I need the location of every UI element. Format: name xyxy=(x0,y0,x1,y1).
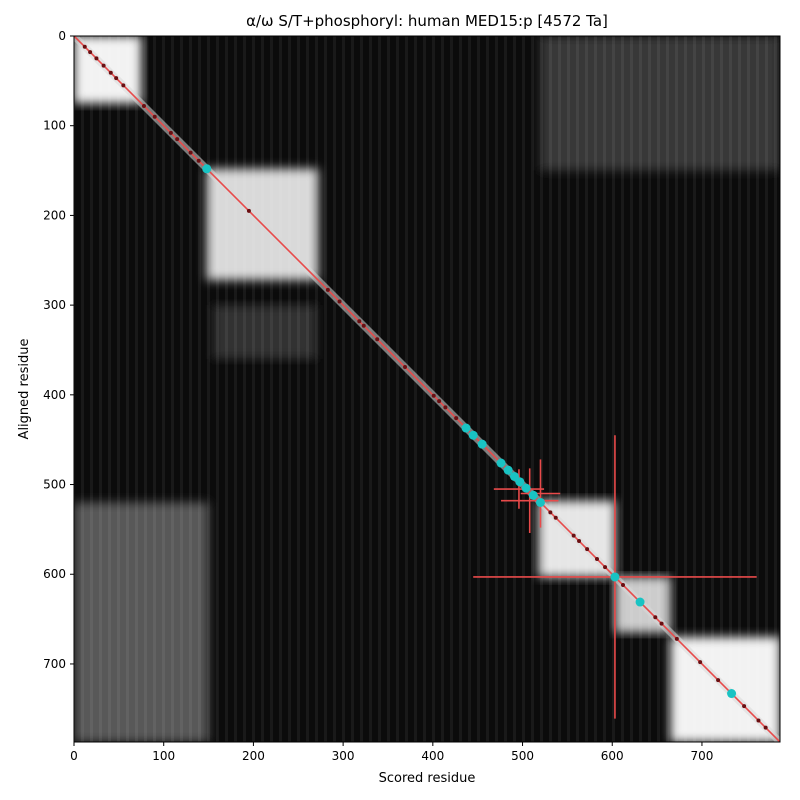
phospho-site-marker xyxy=(437,399,442,404)
x-tick-label: 600 xyxy=(601,749,624,763)
highlighted-residue-marker xyxy=(635,597,645,607)
y-tick-label: 600 xyxy=(43,567,66,581)
y-axis: 0 100 200 300 400 500 600 700 xyxy=(43,29,74,671)
x-tick-label: 300 xyxy=(332,749,355,763)
phospho-site-marker xyxy=(188,150,193,155)
phospho-site-marker xyxy=(443,405,448,410)
phospho-site-marker xyxy=(168,130,173,135)
highlighted-residue-marker xyxy=(503,465,513,475)
phospho-site-marker xyxy=(653,615,658,620)
y-tick-label: 400 xyxy=(43,388,66,402)
phospho-site-marker xyxy=(101,63,106,68)
phospho-site-marker xyxy=(548,510,553,515)
phospho-site-marker xyxy=(742,704,747,709)
phospho-site-marker xyxy=(152,114,157,119)
phospho-site-marker xyxy=(114,76,119,81)
phospho-site-marker xyxy=(553,515,558,520)
highlighted-residue-marker xyxy=(515,477,525,487)
phospho-site-marker xyxy=(361,323,366,328)
phospho-site-marker xyxy=(698,660,703,665)
highlighted-residue-marker xyxy=(468,430,478,440)
highlighted-residue-marker xyxy=(521,483,531,493)
y-tick-label: 200 xyxy=(43,208,66,222)
x-tick-label: 0 xyxy=(70,749,78,763)
plot-area xyxy=(74,36,780,742)
highlighted-residues xyxy=(202,164,737,699)
y-tick-label: 700 xyxy=(43,657,66,671)
phospho-site-marker xyxy=(621,583,626,588)
y-tick-label: 100 xyxy=(43,119,66,133)
phospho-site-marker xyxy=(763,725,768,730)
phospho-site-marker xyxy=(571,533,576,538)
phospho-site-marker xyxy=(246,208,251,213)
highlighted-residue-marker xyxy=(535,497,545,507)
phospho-site-marker xyxy=(577,539,582,544)
phospho-site-marker xyxy=(88,50,93,55)
x-tick-label: 700 xyxy=(691,749,714,763)
highlighted-residue-marker xyxy=(610,572,620,582)
phospho-site-marker xyxy=(325,287,330,292)
plot-frame xyxy=(73,35,781,743)
highlighted-residue-marker xyxy=(477,439,487,449)
phospho-site-marker xyxy=(454,416,459,421)
highlighted-residue-marker xyxy=(496,458,506,468)
phospho-site-marker xyxy=(431,393,436,398)
x-tick-label: 400 xyxy=(421,749,444,763)
y-tick-label: 500 xyxy=(43,478,66,492)
phospho-site-marker xyxy=(357,319,362,324)
phospho-site-marker xyxy=(585,547,590,552)
x-tick-label: 500 xyxy=(511,749,534,763)
phospho-site-marker xyxy=(756,718,761,723)
chart-title: α/ω S/T+phosphoryl: human MED15:p [4572 … xyxy=(246,12,608,30)
y-tick-label: 0 xyxy=(58,29,66,43)
highlighted-residue-marker xyxy=(528,490,538,500)
phospho-site-marker xyxy=(94,56,99,61)
phospho-site-marker xyxy=(196,158,201,163)
y-axis-label: Aligned residue xyxy=(17,339,32,440)
highlighted-residue-marker xyxy=(727,689,737,699)
x-tick-label: 100 xyxy=(152,749,175,763)
y-tick-label: 300 xyxy=(43,298,66,312)
phospho-site-marker xyxy=(603,565,608,570)
phospho-site-marker xyxy=(82,44,87,49)
phospho-site-marker xyxy=(375,337,380,342)
phospho-site-marker xyxy=(337,299,342,304)
phospho-site-marker xyxy=(108,70,113,75)
phospho-sites xyxy=(82,44,768,730)
x-tick-label: 200 xyxy=(242,749,265,763)
phospho-site-marker xyxy=(141,103,146,108)
phospho-site-marker xyxy=(674,636,679,641)
phospho-site-marker xyxy=(594,556,599,561)
phospho-site-marker xyxy=(121,83,126,88)
x-axis-label: Scored residue xyxy=(379,771,476,786)
x-axis: 0 100 200 300 400 500 600 700 xyxy=(70,742,713,763)
highlighted-residue-marker xyxy=(461,423,471,433)
phospho-site-marker xyxy=(403,365,408,370)
phospho-site-marker xyxy=(175,137,180,142)
highlighted-residue-marker xyxy=(202,164,212,174)
phospho-site-marker xyxy=(716,678,721,683)
phospho-site-marker xyxy=(659,621,664,626)
